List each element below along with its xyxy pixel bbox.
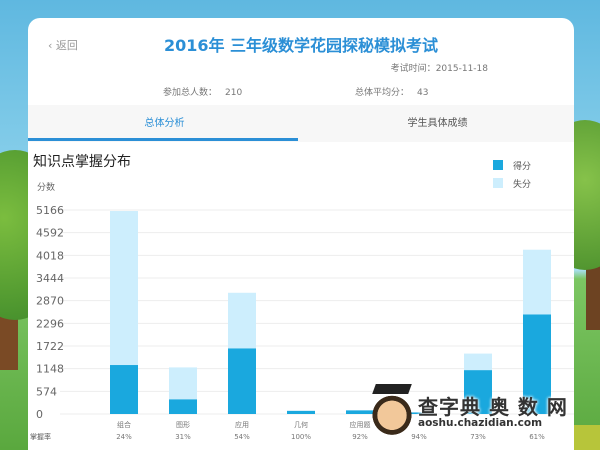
tab-student-scores[interactable]: 学生具体成绩 xyxy=(407,118,468,129)
mascot-icon xyxy=(372,390,412,436)
chart-bars xyxy=(110,211,551,414)
mastery-rate-label: 100% xyxy=(291,433,311,441)
mastery-rate-label: 24% xyxy=(116,433,132,441)
legend-label-score: 得分 xyxy=(513,161,532,172)
tree-trunk-right xyxy=(586,250,600,330)
exam-time: 考试时间：2015-11-18 xyxy=(391,61,488,74)
graduation-cap-icon xyxy=(372,384,412,394)
legend-label-lost: 失分 xyxy=(513,179,532,190)
chart-x-labels: 组合 24% 图形 31% 应用 54% 几何 100% 应用题 92% 94% 73% 61% xyxy=(116,420,545,441)
back-button[interactable]: ‹ 返回 xyxy=(48,37,78,53)
average-label: 总体平均分： xyxy=(355,88,410,98)
mastery-rate-label: 31% xyxy=(175,433,191,441)
y-tick-label: 0 xyxy=(36,408,43,421)
y-tick-label: 2296 xyxy=(36,317,64,330)
mastery-rate-label: 92% xyxy=(352,433,368,441)
bar-lost-segment xyxy=(464,353,492,371)
watermark-logo: 查字典 奥 数 网 aoshu.chazidian.com xyxy=(372,384,600,450)
bar-score-segment xyxy=(287,410,315,414)
x-category-label: 组合 xyxy=(117,420,131,429)
participants-label: 参加总人数： xyxy=(163,88,218,98)
y-tick-label: 3444 xyxy=(36,272,64,285)
y-tick-label: 4592 xyxy=(36,227,64,240)
average-value: 43 xyxy=(417,88,429,98)
exam-time-label: 考试时间： xyxy=(390,64,436,74)
bar-score-segment xyxy=(523,314,551,414)
legend-swatch-score xyxy=(493,160,503,170)
mastery-rate-label: 61% xyxy=(529,433,545,441)
participants-stat: 参加总人数： 210 xyxy=(163,85,242,98)
mastery-rate-label: 73% xyxy=(470,433,486,441)
bar-lost-segment xyxy=(228,292,256,349)
exam-time-value: 2015-11-18 xyxy=(435,64,488,74)
mastery-rate-label: 94% xyxy=(411,433,427,441)
x-category-label: 应用 xyxy=(235,420,249,429)
legend-item-score: 得分 xyxy=(493,156,531,174)
bar-score-segment xyxy=(405,412,433,414)
legend-item-lost: 失分 xyxy=(493,174,531,192)
bar-score-segment xyxy=(228,348,256,414)
stacked-bar-chart: 0 574 1148 1722 2296 2870 3444 4018 4592 5166 组合 2… xyxy=(30,204,574,441)
bar-lost-segment xyxy=(169,367,197,400)
y-axis-label: 分数 xyxy=(37,183,56,193)
watermark-url: aoshu.chazidian.com xyxy=(418,417,543,429)
tab-overall-analysis[interactable]: 总体分析 xyxy=(144,118,185,129)
bar-score-segment xyxy=(346,410,374,414)
y-tick-label: 4018 xyxy=(36,249,64,262)
watermark-name: 查字典 奥 数 网 xyxy=(418,395,568,419)
x-axis-label: 掌握率 xyxy=(30,432,51,441)
bar-score-segment xyxy=(464,370,492,414)
legend-swatch-lost xyxy=(493,178,503,188)
tab-bar xyxy=(28,105,574,142)
x-category-label: 几何 xyxy=(294,420,308,429)
back-label: 返回 xyxy=(55,39,78,52)
bar-score-segment xyxy=(169,399,197,414)
y-tick-label: 5166 xyxy=(36,204,64,217)
app-panel: ‹ 返回 2016年 三年级数学花园探秘模拟考试 考试时间：2015-11-18… xyxy=(28,18,574,450)
bar-lost-segment xyxy=(110,211,138,366)
x-category-label: 应用题 xyxy=(350,420,371,429)
y-tick-label: 1722 xyxy=(36,340,64,353)
chevron-left-icon: ‹ xyxy=(48,39,53,52)
x-category-label: 图形 xyxy=(176,421,190,429)
active-tab-indicator xyxy=(28,138,298,141)
bar-lost-segment xyxy=(523,249,551,315)
corner-badge xyxy=(574,425,600,450)
chart-legend: 得分 失分 xyxy=(493,156,531,192)
y-tick-label: 2870 xyxy=(36,295,64,308)
bar-score-segment xyxy=(110,365,138,414)
participants-value: 210 xyxy=(225,88,243,98)
y-tick-label: 574 xyxy=(36,385,57,398)
y-tick-label: 1148 xyxy=(36,363,64,376)
average-stat: 总体平均分： 43 xyxy=(355,85,428,98)
mastery-rate-label: 54% xyxy=(234,433,250,441)
chart-title: 知识点掌握分布 xyxy=(33,154,131,170)
page-title: 2016年 三年级数学花园探秘模拟考试 xyxy=(163,36,439,55)
